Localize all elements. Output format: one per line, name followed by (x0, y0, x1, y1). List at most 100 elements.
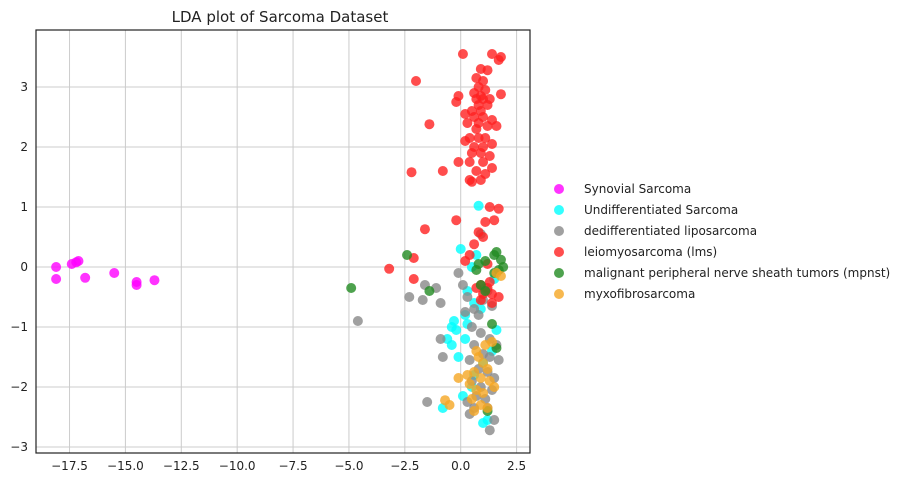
data-point (464, 175, 475, 185)
x-tick-label: −7.5 (278, 459, 307, 473)
y-tick-label: −2 (10, 380, 28, 394)
data-point (149, 275, 160, 286)
legend-label: dedifferentiated liposarcoma (584, 224, 757, 238)
data-point (480, 133, 491, 143)
y-tick-label: 3 (20, 80, 28, 94)
data-point (460, 109, 471, 119)
data-point (51, 262, 62, 272)
data-point (453, 157, 464, 167)
legend-marker (554, 268, 564, 278)
data-point (51, 274, 62, 284)
data-point (464, 157, 475, 167)
legend-label: myxofibrosarcoma (584, 287, 695, 301)
data-point (462, 292, 473, 302)
data-point (487, 139, 497, 149)
y-axis-ticks: −3 −2 −1 0 1 2 3 (10, 80, 28, 454)
data-point (437, 166, 448, 176)
data-point (457, 280, 468, 290)
data-point (73, 256, 84, 266)
data-point (487, 319, 497, 329)
data-point (495, 271, 506, 281)
data-point (478, 388, 489, 398)
x-tick-label: 0.0 (451, 459, 470, 473)
x-axis-ticks: −17.5 −15.0 −12.5 −10.0 −7.5 −5.0 −2.5 0.0 2.5 (51, 459, 526, 473)
data-point (493, 203, 504, 214)
data-point (480, 217, 491, 227)
x-tick-label: −5.0 (334, 459, 363, 473)
data-point (411, 76, 421, 86)
y-tick-label: 0 (20, 260, 28, 274)
data-point (475, 148, 486, 158)
data-point (473, 200, 484, 211)
data-point (460, 256, 471, 266)
y-tick-label: 1 (20, 200, 28, 214)
legend-label: malignant peripheral nerve sheath tumors… (584, 266, 890, 280)
data-point (475, 175, 486, 185)
data-point (487, 298, 497, 308)
chart-title: LDA plot of Sarcoma Dataset (172, 8, 389, 26)
data-point (346, 283, 357, 293)
data-point (482, 100, 493, 110)
data-point (478, 232, 489, 242)
data-point (491, 121, 502, 131)
legend-marker (554, 226, 564, 236)
data-point (435, 334, 446, 344)
data-point (417, 295, 428, 305)
data-point (475, 295, 486, 305)
data-point (480, 286, 491, 296)
data-point (482, 65, 493, 76)
data-point (408, 274, 419, 284)
data-point (473, 310, 484, 320)
data-point (451, 215, 462, 226)
data-point (80, 272, 91, 283)
data-point (109, 268, 120, 278)
data-point (484, 425, 495, 436)
legend: Synovial Sarcoma Undifferentiated Sarcoma… (554, 182, 890, 301)
data-point (451, 325, 462, 335)
data-point (484, 352, 495, 362)
x-tick-label: −12.5 (163, 459, 200, 473)
data-point (471, 265, 482, 275)
data-point (469, 239, 480, 250)
x-tick-label: −10.0 (219, 459, 256, 473)
data-point (406, 167, 417, 178)
data-point (419, 224, 430, 235)
x-tick-label: −17.5 (51, 459, 88, 473)
legend-marker (554, 289, 564, 299)
y-tick-label: −3 (10, 440, 28, 454)
data-point (475, 328, 486, 338)
legend-label: Undifferentiated Sarcoma (584, 203, 738, 217)
data-point (466, 322, 477, 332)
data-point (471, 124, 482, 134)
data-point (464, 355, 475, 365)
data-point (493, 355, 504, 365)
data-point (455, 244, 466, 254)
legend-label: leiomyosarcoma (lms) (584, 245, 717, 259)
data-point (466, 394, 477, 404)
x-tick-label: −2.5 (390, 459, 419, 473)
legend-marker (554, 205, 564, 215)
data-point (464, 379, 475, 389)
data-point (462, 118, 473, 128)
data-point (484, 202, 495, 212)
data-point (489, 215, 500, 226)
data-point (482, 403, 493, 413)
data-point (451, 97, 462, 107)
data-points (51, 49, 509, 436)
x-tick-label: −15.0 (107, 459, 144, 473)
data-point (478, 157, 489, 167)
data-point (487, 49, 497, 59)
data-point (437, 352, 448, 362)
data-point (495, 89, 506, 100)
data-point (466, 148, 477, 158)
data-point (384, 263, 395, 274)
legend-label: Synovial Sarcoma (584, 182, 691, 196)
data-point (404, 292, 415, 302)
data-point (462, 370, 473, 380)
legend-marker (554, 184, 564, 194)
plot-frame (35, 29, 531, 454)
data-point (444, 400, 455, 410)
data-point (446, 340, 457, 350)
data-point (453, 268, 464, 278)
data-point (471, 166, 482, 176)
